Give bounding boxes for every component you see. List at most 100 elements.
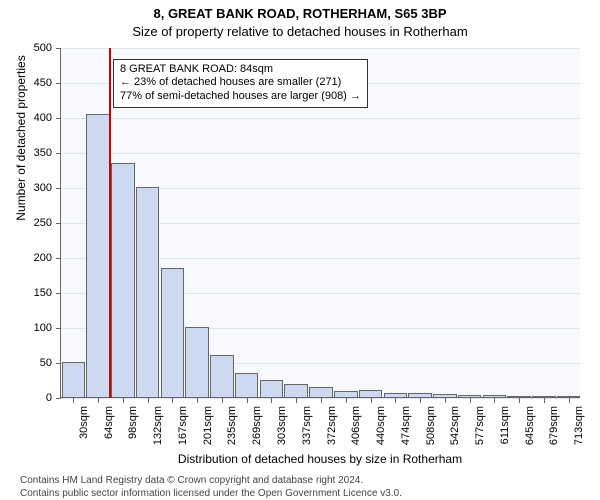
bar	[136, 187, 160, 397]
y-tick-mark	[56, 83, 61, 84]
bar	[458, 395, 482, 397]
chart-container: 8, GREAT BANK ROAD, ROTHERHAM, S65 3BP S…	[0, 0, 600, 500]
y-tick-mark	[56, 48, 61, 49]
x-tick-label: 542sqm	[449, 406, 461, 456]
gridline	[61, 153, 580, 154]
x-tick-label: 269sqm	[251, 406, 263, 456]
x-tick-mark	[197, 398, 198, 403]
x-tick-mark	[73, 398, 74, 403]
x-tick-mark	[321, 398, 322, 403]
x-tick-mark	[271, 398, 272, 403]
bar	[86, 114, 110, 398]
bar	[111, 163, 135, 398]
x-tick-label: 167sqm	[177, 406, 189, 456]
bar	[62, 362, 86, 397]
x-tick-label: 474sqm	[400, 406, 412, 456]
bar	[433, 394, 457, 397]
x-tick-mark	[296, 398, 297, 403]
bar	[483, 395, 507, 397]
x-tick-label: 713sqm	[573, 406, 585, 456]
bar	[359, 390, 383, 397]
x-tick-mark	[346, 398, 347, 403]
x-tick-label: 98sqm	[127, 406, 139, 456]
x-tick-label: 440sqm	[375, 406, 387, 456]
x-tick-mark	[247, 398, 248, 403]
y-tick-label: 150	[0, 287, 52, 299]
x-tick-label: 645sqm	[524, 406, 536, 456]
y-tick-label: 100	[0, 322, 52, 334]
plot-area: 8 GREAT BANK ROAD: 84sqm← 23% of detache…	[60, 48, 580, 398]
annotation-line: 8 GREAT BANK ROAD: 84sqm	[120, 63, 361, 77]
y-tick-label: 300	[0, 182, 52, 194]
y-tick-label: 400	[0, 112, 52, 124]
x-tick-mark	[470, 398, 471, 403]
bar	[284, 384, 308, 397]
gridline	[61, 48, 580, 49]
x-tick-mark	[123, 398, 124, 403]
bar	[532, 396, 556, 397]
gridline	[61, 118, 580, 119]
bar	[408, 393, 432, 397]
x-tick-mark	[395, 398, 396, 403]
y-tick-mark	[56, 398, 61, 399]
y-tick-label: 500	[0, 42, 52, 54]
x-tick-mark	[420, 398, 421, 403]
bar	[260, 380, 284, 398]
x-tick-label: 577sqm	[474, 406, 486, 456]
x-tick-label: 372sqm	[326, 406, 338, 456]
x-tick-mark	[148, 398, 149, 403]
x-tick-mark	[98, 398, 99, 403]
chart-title-line2: Size of property relative to detached ho…	[0, 24, 600, 39]
bar	[161, 268, 185, 398]
y-tick-mark	[56, 223, 61, 224]
x-tick-label: 30sqm	[78, 406, 90, 456]
y-tick-label: 450	[0, 77, 52, 89]
x-tick-label: 406sqm	[350, 406, 362, 456]
caption-line1: Contains HM Land Registry data © Crown c…	[20, 475, 363, 486]
chart-caption: Contains HM Land Registry data © Crown c…	[20, 474, 402, 500]
y-tick-label: 350	[0, 147, 52, 159]
x-tick-label: 508sqm	[425, 406, 437, 456]
bar	[507, 396, 531, 397]
x-tick-label: 64sqm	[103, 406, 115, 456]
caption-line2: Contains public sector information licen…	[20, 488, 402, 499]
x-tick-mark	[519, 398, 520, 403]
x-tick-label: 679sqm	[548, 406, 560, 456]
bar	[384, 393, 408, 397]
x-tick-label: 611sqm	[499, 406, 511, 456]
y-tick-label: 200	[0, 252, 52, 264]
x-tick-label: 337sqm	[301, 406, 313, 456]
bar	[309, 387, 333, 398]
y-tick-mark	[56, 258, 61, 259]
y-tick-label: 50	[0, 357, 52, 369]
y-tick-label: 0	[0, 392, 52, 404]
y-tick-label: 250	[0, 217, 52, 229]
x-tick-label: 303sqm	[276, 406, 288, 456]
y-tick-mark	[56, 188, 61, 189]
bar	[185, 327, 209, 397]
bar	[557, 396, 581, 397]
x-tick-mark	[544, 398, 545, 403]
chart-title-line1: 8, GREAT BANK ROAD, ROTHERHAM, S65 3BP	[0, 6, 600, 21]
y-tick-mark	[56, 118, 61, 119]
annotation-line: 77% of semi-detached houses are larger (…	[120, 90, 361, 104]
bar	[334, 391, 358, 397]
y-tick-mark	[56, 363, 61, 364]
x-tick-mark	[445, 398, 446, 403]
x-tick-mark	[494, 398, 495, 403]
x-tick-label: 235sqm	[226, 406, 238, 456]
bar	[210, 355, 234, 397]
x-tick-mark	[569, 398, 570, 403]
annotation-box: 8 GREAT BANK ROAD: 84sqm← 23% of detache…	[113, 59, 368, 108]
property-marker-line	[109, 48, 111, 398]
x-tick-label: 201sqm	[202, 406, 214, 456]
x-tick-mark	[172, 398, 173, 403]
y-tick-mark	[56, 153, 61, 154]
x-tick-label: 132sqm	[152, 406, 164, 456]
annotation-line: ← 23% of detached houses are smaller (27…	[120, 76, 361, 90]
x-tick-mark	[222, 398, 223, 403]
y-tick-mark	[56, 293, 61, 294]
bar	[235, 373, 259, 398]
x-tick-mark	[371, 398, 372, 403]
y-tick-mark	[56, 328, 61, 329]
